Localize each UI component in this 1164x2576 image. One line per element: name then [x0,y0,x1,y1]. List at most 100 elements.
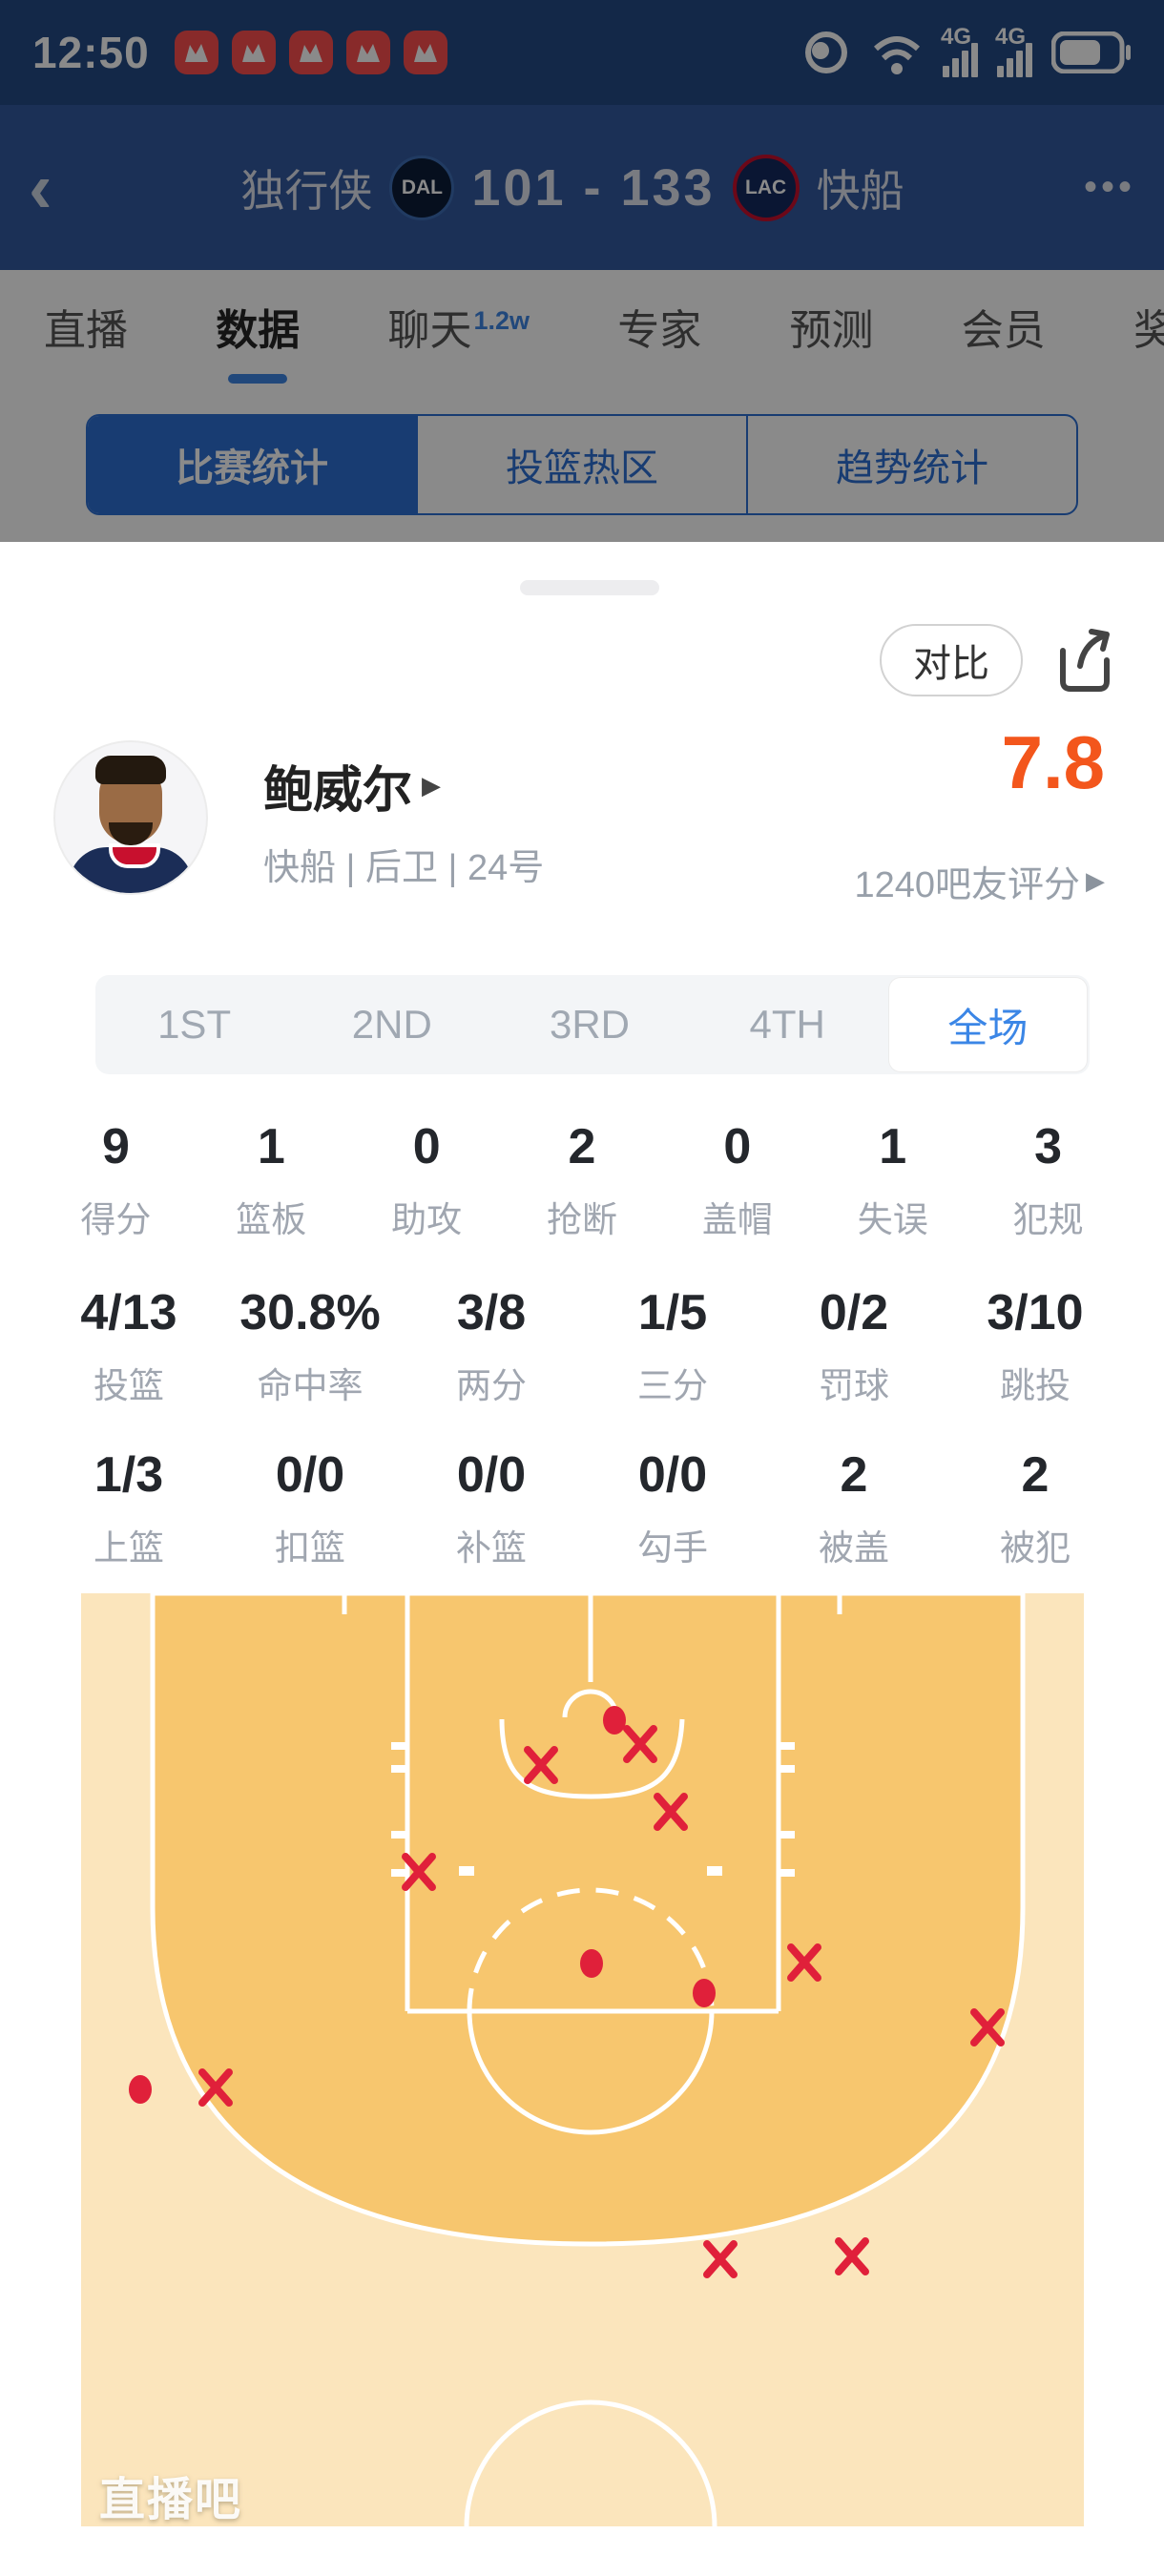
tab-2[interactable]: 聊天1.2w [387,305,530,354]
home-team-logo: DAL [389,155,455,220]
rating-caption[interactable]: 1240吧友评分 ▶ [854,865,1105,905]
stat-value: 3/10 [987,1285,1084,1340]
watermark-logo: 直播吧 [99,2475,243,2525]
stat-value: 1/5 [637,1285,708,1340]
stat-label: 跳投 [1000,1366,1070,1405]
stat-value: 4/13 [80,1285,177,1340]
stat-item: 0 盖帽 [659,1122,815,1242]
player-avatar[interactable] [53,740,208,895]
stat-value: 2 [568,1119,596,1174]
court-lines [342,1593,842,2526]
signal-4g-icon: 4G [995,24,1032,77]
missed-shot-marker [524,1746,558,1784]
stat-section-switcher-row: 比赛统计 投篮热区 趋势统计 [0,382,1164,542]
app-notification-icon [345,31,390,74]
stat-label: 两分 [456,1366,527,1405]
stat-item: 0/2 罚球 [763,1288,945,1408]
missed-shot-marker [703,2240,738,2278]
app-notification-icon [231,31,276,74]
stat-item: 0/0 补篮 [401,1450,582,1570]
tab-6[interactable]: 奖 [1133,306,1164,354]
stat-value: 30.8% [239,1285,381,1340]
notification-badges [174,31,447,74]
stat-value: 3 [1034,1119,1063,1174]
player-meta: 快船 | 后卫 | 24号 [263,848,545,888]
quarter-tab-1ST[interactable]: 1ST [157,1002,232,1047]
quarter-tab-3RD[interactable]: 3RD [549,1002,631,1047]
caret-right-icon: ▶ [1086,866,1105,895]
stat-label: 失误 [857,1200,928,1239]
stat-item: 30.8% 命中率 [219,1288,401,1408]
tab-1[interactable]: 数据 [216,296,300,357]
battery-icon [1051,31,1131,73]
back-button[interactable]: ‹ [29,147,52,227]
stat-item: 3 犯规 [970,1122,1126,1242]
missed-shot-marker [198,2068,233,2107]
stat-value: 2 [840,1447,868,1503]
stat-label: 勾手 [637,1528,708,1568]
share-icon[interactable] [1048,622,1118,698]
stat-label: 盖帽 [701,1200,773,1239]
lane-hash-marks [391,1742,795,1877]
stat-item: 0 助攻 [349,1122,505,1242]
player-name[interactable]: 鲍威尔 ▶ [263,763,442,819]
stat-item: 0/0 扣篮 [219,1450,401,1570]
drag-handle[interactable] [520,580,659,595]
made-shot-marker [603,1706,626,1735]
stat-value: 1/3 [94,1447,164,1503]
stat-label: 被盖 [819,1528,889,1568]
player-rating: 7.8 [1001,720,1105,804]
missed-shot-marker [623,1725,657,1763]
stat-label: 被犯 [1000,1528,1070,1568]
stats-row: 9 得分 1 篮板 0 助攻 2 抢断 0 盖帽 1 失误 3 犯规 [38,1122,1126,1242]
missed-shot-marker [654,1793,688,1831]
modal-scrim[interactable] [0,0,1164,542]
stat-item: 2 被犯 [945,1450,1126,1570]
signal-4g-icon: 4G [941,24,978,77]
tab-5[interactable]: 会员 [961,306,1046,354]
stat-label: 抢断 [547,1200,617,1239]
match-header: ‹ 独行侠 DAL 101 - 133 LAC 快船 ••• [0,105,1164,270]
stat-item: 2 抢断 [505,1122,660,1242]
stat-label: 得分 [80,1200,152,1239]
more-menu-button[interactable]: ••• [1083,166,1135,208]
clock: 12:50 [32,28,150,77]
compare-button[interactable]: 对比 [880,624,1023,696]
stat-value: 0/0 [456,1447,527,1503]
app-notification-icon [288,31,333,74]
stat-label: 命中率 [257,1366,364,1405]
tab-3[interactable]: 专家 [617,306,702,354]
tab-0[interactable]: 直播 [44,306,128,354]
stat-item: 1 篮板 [194,1122,349,1242]
quarter-tab-4TH[interactable]: 4TH [749,1002,825,1047]
made-shot-marker [693,1979,716,2007]
stats-row: 1/3 上篮 0/0 扣篮 0/0 补篮 0/0 勾手 2 被盖 2 被犯 [38,1450,1126,1570]
made-shot-marker [580,1949,603,1978]
missed-shot-marker [970,2008,1005,2046]
stat-label: 罚球 [819,1366,889,1405]
tab-badge: 1.2w [473,305,530,335]
match-score: 101 - 133 [471,158,716,217]
three-point-line [150,1593,1026,2247]
quarter-tab-2ND[interactable]: 2ND [351,1002,432,1047]
stat-item: 1/3 上篮 [38,1450,219,1570]
stat-label: 助攻 [391,1200,463,1239]
missed-shot-marker [835,2237,869,2275]
match-title: 独行侠 DAL 101 - 133 LAC 快船 [240,154,904,221]
quarter-tab-全场[interactable]: 全场 [888,978,1088,1071]
stat-item: 3/8 两分 [401,1288,582,1408]
home-team-name: 独行侠 [240,165,373,216]
player-stats-sheet: 对比 鲍威尔 ▶ 快船 | 后卫 | 24号 7.8 1240吧友评分 ▶ 1S… [0,542,1164,2576]
page-backdrop: 12:50 4G [0,0,1164,542]
sub-tab-2[interactable]: 趋势统计 [746,416,1076,513]
stat-label: 补篮 [456,1528,527,1568]
sub-tab-1[interactable]: 投篮热区 [416,416,746,513]
sub-tab-0[interactable]: 比赛统计 [88,416,416,513]
tab-4[interactable]: 预测 [789,306,874,354]
app-notification-icon [403,31,447,74]
stat-label: 三分 [637,1366,708,1405]
stat-value: 0/0 [275,1447,345,1503]
status-icons: 4G 4G [801,24,1132,77]
stat-label: 投篮 [94,1366,164,1405]
